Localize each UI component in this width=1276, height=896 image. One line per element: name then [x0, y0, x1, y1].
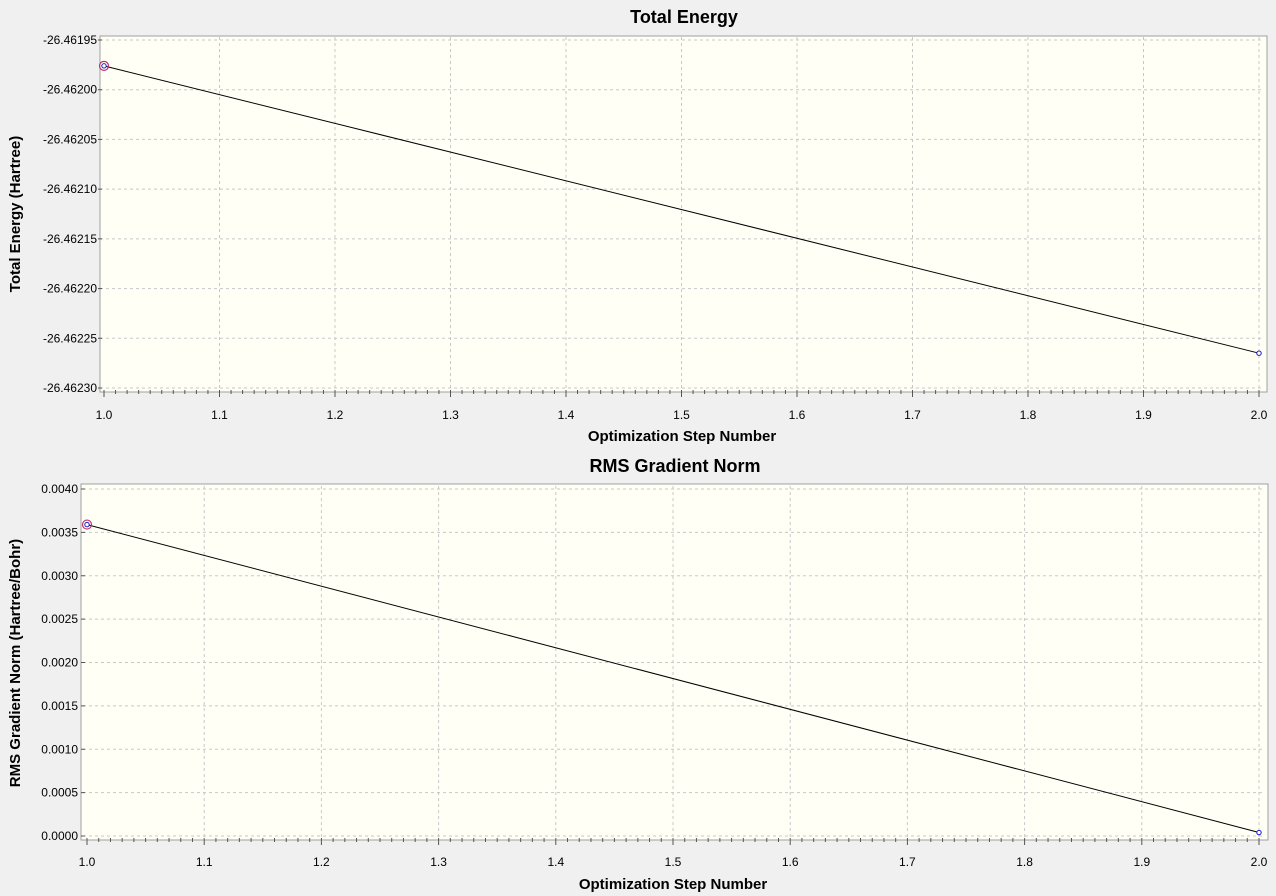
- rms-gradient-norm-chart: RMS Gradient Norm 1.0 1.1 1.2 1.3 1.4 1.5 1.6 1…: [7, 456, 1269, 893]
- x-tick-label: 2.0: [1251, 855, 1268, 869]
- x-tick-label: 1.8: [1020, 408, 1037, 422]
- x-tick-label: 1.1: [211, 408, 228, 422]
- y-tick-label: -26.46215: [43, 232, 97, 246]
- chart-title: RMS Gradient Norm: [589, 456, 760, 476]
- x-tick-label: 1.9: [1135, 408, 1152, 422]
- y-tick-label: -26.46220: [43, 282, 97, 296]
- series-line: [86, 524, 1260, 833]
- y-axis-title: Total Energy (Hartree): [7, 136, 24, 292]
- data-point: [84, 521, 90, 528]
- selected-point-marker: [81, 519, 93, 530]
- y-tick-label: 0.0005: [41, 786, 78, 800]
- x-tick-label: 1.2: [327, 408, 344, 422]
- x-tick-label: 1.0: [79, 855, 96, 869]
- plot-area[interactable]: [99, 35, 1268, 393]
- grid: [100, 37, 1263, 391]
- y-tick-label: 0.0025: [41, 612, 78, 626]
- chart-title: Total Energy: [630, 7, 738, 27]
- y-tick-labels: -26.46195 -26.46200 -26.46205 -26.46210 -26.…: [43, 33, 97, 395]
- series: [81, 519, 1262, 836]
- y-tick-label: -26.46225: [43, 331, 97, 345]
- selected-point-marker: [98, 60, 110, 71]
- x-tick-label: 1.7: [899, 855, 916, 869]
- data-point: [1256, 350, 1262, 356]
- x-tick-label: 1.3: [430, 855, 447, 869]
- x-tick-label: 1.6: [789, 408, 806, 422]
- plot-area[interactable]: [80, 483, 1269, 841]
- x-axis-title: Optimization Step Number: [579, 876, 768, 893]
- y-tick-label: -26.46195: [43, 33, 97, 47]
- axis-ticks: [98, 39, 1260, 397]
- x-tick-label: 1.2: [313, 855, 330, 869]
- y-tick-label: 0.0040: [41, 482, 78, 496]
- x-tick-label: 1.6: [782, 855, 799, 869]
- x-tick-label: 1.5: [665, 855, 682, 869]
- y-tick-label: -26.46205: [43, 132, 97, 146]
- x-tick-label: 1.0: [96, 408, 113, 422]
- grid: [83, 486, 1263, 839]
- y-tick-label: -26.46210: [43, 182, 97, 196]
- total-energy-chart: Total Energy 1.0 1.1 1.2 1.3 1.4 1.5 1.6 1.7 1.8…: [7, 7, 1268, 445]
- y-axis-title: RMS Gradient Norm (Hartree/Bohr): [7, 539, 24, 787]
- x-tick-label: 1.3: [442, 408, 459, 422]
- data-point: [1256, 829, 1262, 836]
- x-tick-label: 2.0: [1251, 408, 1268, 422]
- x-tick-label: 1.7: [904, 408, 921, 422]
- y-tick-label: 0.0020: [41, 656, 78, 670]
- x-tick-label: 1.4: [547, 855, 564, 869]
- axis-ticks: [81, 488, 1260, 845]
- series: [98, 60, 1262, 356]
- x-tick-label: 1.5: [673, 408, 690, 422]
- y-tick-label: 0.0030: [41, 569, 78, 583]
- x-tick-label: 1.1: [196, 855, 213, 869]
- x-tick-labels: 1.0 1.1 1.2 1.3 1.4 1.5 1.6 1.7 1.8 1.9 2.0: [79, 855, 1268, 869]
- y-tick-label: 0.0035: [41, 525, 78, 539]
- x-tick-label: 1.8: [1016, 855, 1033, 869]
- series-line: [103, 65, 1260, 354]
- y-tick-label: 0.0010: [41, 742, 78, 756]
- x-axis-title: Optimization Step Number: [588, 428, 777, 445]
- x-tick-label: 1.4: [558, 408, 575, 422]
- data-point: [101, 63, 107, 69]
- y-tick-labels: 0.0040 0.0035 0.0030 0.0025 0.0020 0.0015 0.00…: [41, 482, 78, 843]
- y-tick-label: -26.46230: [43, 381, 97, 395]
- y-tick-label: 0.0000: [41, 829, 78, 843]
- x-tick-label: 1.9: [1133, 855, 1150, 869]
- x-tick-labels: 1.0 1.1 1.2 1.3 1.4 1.5 1.6 1.7 1.8 1.9 2.0: [96, 408, 1268, 422]
- y-tick-label: 0.0015: [41, 699, 78, 713]
- y-tick-label: -26.46200: [43, 83, 97, 97]
